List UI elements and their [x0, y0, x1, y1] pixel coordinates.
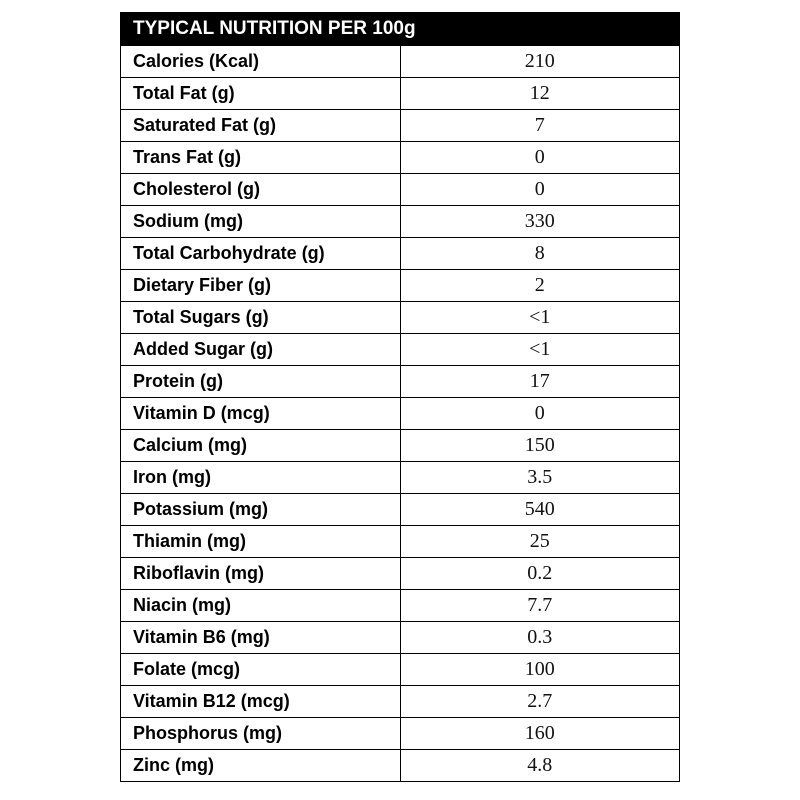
nutrient-name: Zinc (mg)	[120, 749, 401, 782]
nutrient-value: 0	[399, 397, 680, 430]
nutrient-row: Niacin (mg) 7.7	[120, 589, 680, 622]
nutrient-value: 25	[399, 525, 680, 558]
nutrient-value: 210	[399, 45, 680, 78]
nutrient-row: Cholesterol (g) 0	[120, 173, 680, 206]
nutrition-table: TYPICAL NUTRITION PER 100g Calories (Kca…	[120, 12, 680, 782]
nutrient-value: 0	[399, 141, 680, 174]
nutrient-value: 3.5	[399, 461, 680, 494]
nutrient-name: Cholesterol (g)	[120, 173, 401, 206]
nutrient-row: Saturated Fat (g) 7	[120, 109, 680, 142]
nutrient-row: Vitamin D (mcg) 0	[120, 397, 680, 430]
nutrient-name: Potassium (mg)	[120, 493, 401, 526]
nutrient-name: Protein (g)	[120, 365, 401, 398]
nutrient-value: 150	[399, 429, 680, 462]
nutrient-row: Dietary Fiber (g) 2	[120, 269, 680, 302]
nutrient-row: Thiamin (mg) 25	[120, 525, 680, 558]
nutrient-row: Vitamin B12 (mcg) 2.7	[120, 685, 680, 718]
table-head: TYPICAL NUTRITION PER 100g	[120, 12, 680, 46]
nutrient-value: 12	[399, 77, 680, 110]
table-title: TYPICAL NUTRITION PER 100g	[120, 12, 680, 46]
nutrient-row: Vitamin B6 (mg) 0.3	[120, 621, 680, 654]
nutrient-name: Trans Fat (g)	[120, 141, 401, 174]
nutrient-value: <1	[399, 301, 680, 334]
nutrient-row: Folate (mcg) 100	[120, 653, 680, 686]
header-row: TYPICAL NUTRITION PER 100g	[120, 12, 680, 46]
nutrient-value: 0.2	[399, 557, 680, 590]
nutrient-row: Sodium (mg) 330	[120, 205, 680, 238]
nutrient-name: Calcium (mg)	[120, 429, 401, 462]
nutrient-value: 0.3	[399, 621, 680, 654]
nutrient-row: Total Fat (g) 12	[120, 77, 680, 110]
nutrient-name: Iron (mg)	[120, 461, 401, 494]
nutrient-name: Niacin (mg)	[120, 589, 401, 622]
nutrient-value: 330	[399, 205, 680, 238]
nutrient-name: Sodium (mg)	[120, 205, 401, 238]
nutrient-value: 7.7	[399, 589, 680, 622]
nutrient-name: Saturated Fat (g)	[120, 109, 401, 142]
nutrient-name: Folate (mcg)	[120, 653, 401, 686]
nutrient-row: Calories (Kcal) 210	[120, 45, 680, 78]
nutrient-name: Total Sugars (g)	[120, 301, 401, 334]
nutrient-row: Total Sugars (g) <1	[120, 301, 680, 334]
nutrient-name: Vitamin B6 (mg)	[120, 621, 401, 654]
nutrient-row: Trans Fat (g) 0	[120, 141, 680, 174]
nutrient-row: Riboflavin (mg) 0.2	[120, 557, 680, 590]
nutrient-name: Calories (Kcal)	[120, 45, 401, 78]
table-body: Calories (Kcal) 210 Total Fat (g) 12 Saturat…	[120, 45, 680, 782]
nutrient-value: 100	[399, 653, 680, 686]
nutrient-name: Total Fat (g)	[120, 77, 401, 110]
nutrient-name: Vitamin B12 (mcg)	[120, 685, 401, 718]
nutrient-name: Vitamin D (mcg)	[120, 397, 401, 430]
nutrient-name: Dietary Fiber (g)	[120, 269, 401, 302]
nutrition-panel: TYPICAL NUTRITION PER 100g Calories (Kca…	[120, 12, 680, 782]
nutrient-name: Phosphorus (mg)	[120, 717, 401, 750]
nutrient-value: 0	[399, 173, 680, 206]
nutrient-row: Total Carbohydrate (g) 8	[120, 237, 680, 270]
nutrient-name: Added Sugar (g)	[120, 333, 401, 366]
nutrient-value: 4.8	[399, 749, 680, 782]
nutrient-value: 2	[399, 269, 680, 302]
nutrient-value: 2.7	[399, 685, 680, 718]
nutrient-value: 7	[399, 109, 680, 142]
nutrient-value: 160	[399, 717, 680, 750]
nutrient-row: Iron (mg) 3.5	[120, 461, 680, 494]
nutrient-value: 540	[399, 493, 680, 526]
nutrient-value: 8	[399, 237, 680, 270]
nutrient-row: Protein (g) 17	[120, 365, 680, 398]
nutrient-name: Thiamin (mg)	[120, 525, 401, 558]
nutrient-row: Phosphorus (mg) 160	[120, 717, 680, 750]
nutrient-row: Added Sugar (g) <1	[120, 333, 680, 366]
nutrient-row: Zinc (mg) 4.8	[120, 749, 680, 782]
nutrient-value: <1	[399, 333, 680, 366]
nutrient-value: 17	[399, 365, 680, 398]
nutrient-name: Total Carbohydrate (g)	[120, 237, 401, 270]
nutrient-row: Calcium (mg) 150	[120, 429, 680, 462]
nutrient-name: Riboflavin (mg)	[120, 557, 401, 590]
nutrient-row: Potassium (mg) 540	[120, 493, 680, 526]
